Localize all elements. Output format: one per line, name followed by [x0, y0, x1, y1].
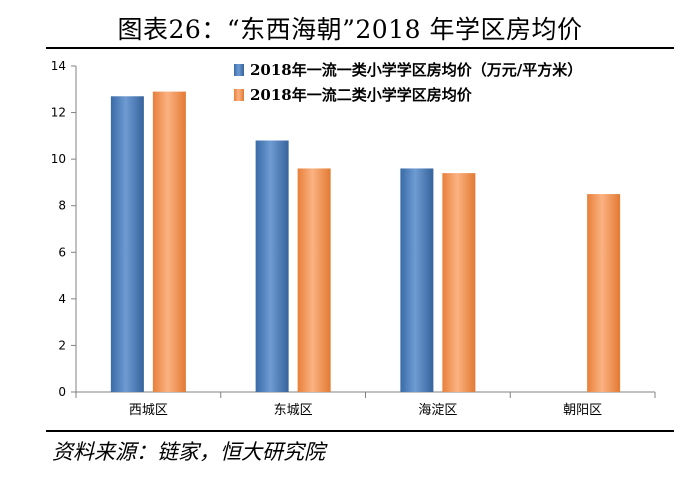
y-tick-label: 10 [51, 152, 66, 166]
bar-chart: 0 2 4 6 8 10 12 14 西城区 东城区 海淀区 朝阳区 2018年一流一类小学学区房均价（… [51, 59, 656, 418]
x-tick-label: 西城区 [129, 403, 168, 418]
bar-series-1-3 [400, 168, 434, 392]
y-tick-label: 14 [51, 59, 66, 73]
figure-title: 图表26：“东西海朝”2018 年学区房均价 [117, 15, 583, 44]
y-tick-label: 8 [58, 199, 66, 213]
plot-area: 0 2 4 6 8 10 12 14 西城区 东城区 海淀区 朝阳区 2018年一流一类小学学区房均价（… [51, 59, 656, 418]
legend-label-1: 2018年一流一类小学学区房均价（万元/平方米） [250, 61, 582, 79]
x-tick-label: 东城区 [274, 403, 313, 418]
legend-label-2: 2018年一流二类小学学区房均价 [250, 86, 473, 104]
y-tick-label: 12 [51, 106, 66, 120]
bar-series-2-1 [152, 91, 186, 392]
bottom-rule [46, 430, 674, 432]
bar-series-2-3 [442, 173, 476, 392]
source-note: 资料来源：链家，恒大研究院 [52, 440, 325, 464]
y-tick-label: 6 [58, 245, 66, 259]
legend-swatch-1 [234, 64, 244, 76]
bar-series-2-2 [297, 168, 331, 392]
bar-series-2-4 [587, 194, 621, 392]
legend-swatch-2 [234, 89, 244, 101]
x-tick-label: 海淀区 [418, 403, 457, 418]
bar-series-1-2 [255, 140, 289, 392]
top-rule [46, 47, 674, 49]
y-tick-label: 4 [58, 292, 66, 306]
y-tick-label: 0 [58, 385, 66, 399]
x-tick-label: 朝阳区 [563, 403, 602, 418]
y-tick-label: 2 [58, 338, 66, 352]
bar-series-1-1 [110, 96, 144, 393]
